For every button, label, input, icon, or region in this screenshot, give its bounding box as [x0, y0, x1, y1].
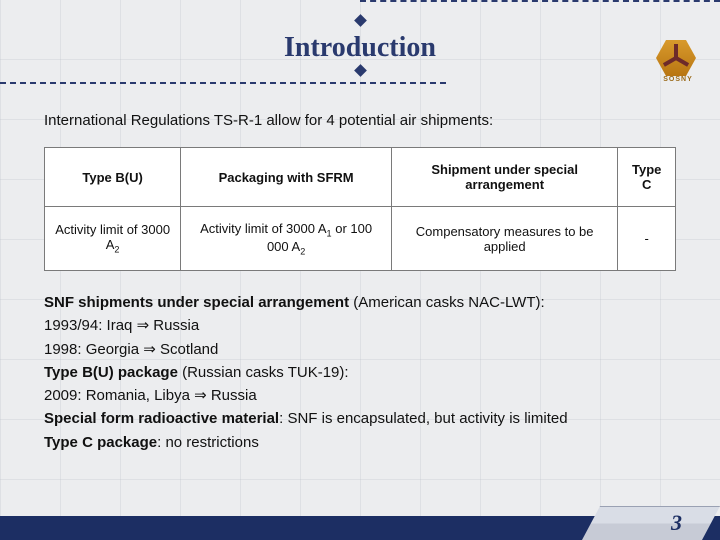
brand-logo: SOSNY — [656, 40, 700, 84]
cell: Activity limit of 3000 A2 — [45, 207, 181, 271]
intro-text: International Regulations TS-R-1 allow f… — [44, 112, 676, 129]
list-item: SNF shipments under special arrangement … — [44, 291, 676, 314]
diamond-icon — [354, 14, 367, 27]
cell: Activity limit of 3000 A1 or 100 000 A2 — [181, 207, 392, 271]
list-item: 1993/94: Iraq ⇒ Russia — [44, 314, 676, 337]
col-header: Type C — [618, 148, 676, 207]
list-item: 2009: Romania, Libya ⇒ Russia — [44, 384, 676, 407]
page-number: 3 — [671, 510, 682, 536]
flag-stripe-icon — [582, 506, 720, 540]
list-item: Special form radioactive material: SNF i… — [44, 407, 676, 430]
col-header: Packaging with SFRM — [181, 148, 392, 207]
main-content: International Regulations TS-R-1 allow f… — [0, 84, 720, 454]
page-number-flag: 3 — [582, 498, 702, 540]
list-item: Type C package: no restrictions — [44, 431, 676, 454]
bold-label: SNF shipments under special arrangement — [44, 294, 349, 311]
list-item: Type B(U) package (Russian casks TUK-19)… — [44, 361, 676, 384]
logo-hex-icon — [656, 40, 696, 76]
cell: Compensatory measures to be applied — [391, 207, 617, 271]
cell-text: Activity limit of 3000 A — [200, 221, 326, 236]
list-item: 1998: Georgia ⇒ Scotland — [44, 338, 676, 361]
table-row: Activity limit of 3000 A2 Activity limit… — [45, 207, 676, 271]
col-header: Type B(U) — [45, 148, 181, 207]
table-header-row: Type B(U) Packaging with SFRM Shipment u… — [45, 148, 676, 207]
list-text: (American casks NAC-LWT): — [349, 294, 545, 311]
logo-text: SOSNY — [656, 76, 700, 83]
bold-label: Special form radioactive material — [44, 410, 279, 427]
bold-label: Type B(U) package — [44, 364, 178, 381]
bold-label: Type C package — [44, 434, 157, 451]
subscript: 2 — [300, 246, 305, 256]
diamond-icon — [354, 64, 367, 77]
subscript: 2 — [114, 245, 119, 255]
list-text: (Russian casks TUK-19): — [178, 364, 349, 381]
shipment-table: Type B(U) Packaging with SFRM Shipment u… — [44, 147, 676, 271]
list-text: : no restrictions — [157, 434, 259, 451]
col-header: Shipment under special arrangement — [391, 148, 617, 207]
bullet-list: SNF shipments under special arrangement … — [44, 291, 676, 454]
cell-text: Activity limit of 3000 A — [55, 222, 170, 252]
page-title: Introduction — [0, 32, 720, 64]
cell: - — [618, 207, 676, 271]
list-text: : SNF is encapsulated, but activity is l… — [279, 410, 567, 427]
title-block: Introduction — [0, 2, 720, 82]
